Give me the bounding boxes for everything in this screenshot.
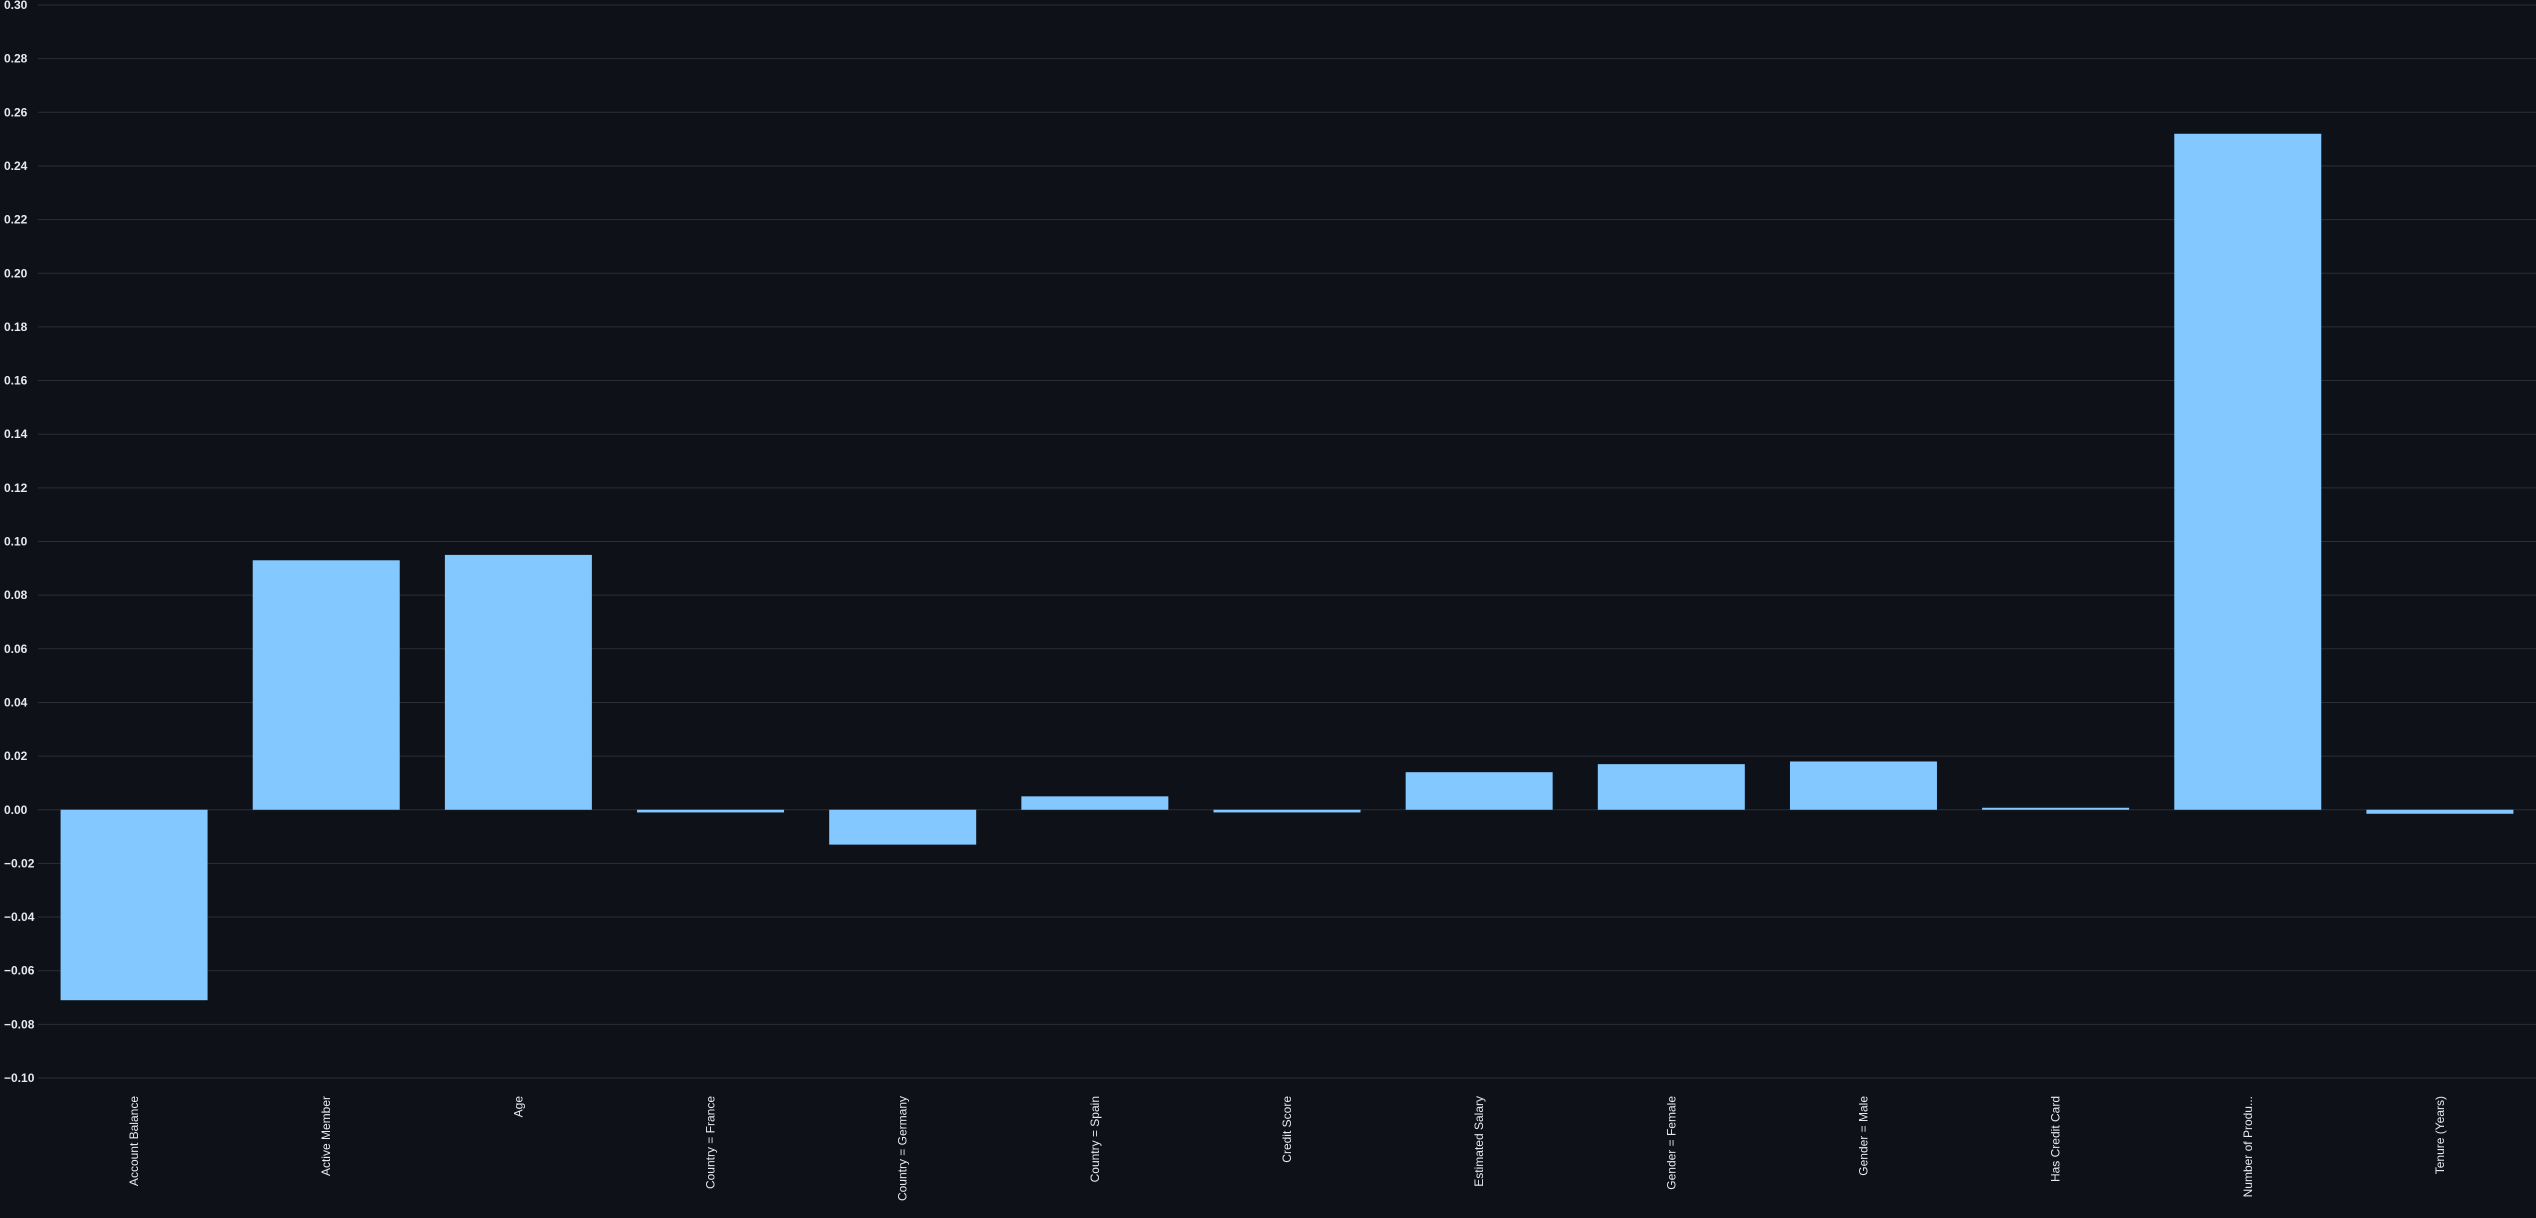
x-tick-label: Has Credit Card [2049,1096,2063,1182]
x-tick-label: Gender = Female [1664,1096,1678,1190]
bar-3[interactable] [637,809,785,813]
bar-5[interactable] [1021,796,1169,810]
y-tick-label: 0.14 [4,427,28,441]
y-tick-label: −0.10 [4,1071,35,1085]
y-tick-label: 0.16 [4,374,28,388]
y-tick-label: 0.12 [4,481,28,495]
x-tick-label: Country = Spain [1088,1096,1102,1182]
y-tick-label: 0.22 [4,213,28,227]
y-tick-label: 0.24 [4,159,28,173]
y-tick-label: 0.20 [4,266,28,280]
x-tick-label: Age [511,1096,525,1118]
x-tick-label: Estimated Salary [1472,1096,1486,1187]
bar-11[interactable] [2174,133,2322,810]
bar-9[interactable] [1789,761,1937,810]
bar-8[interactable] [1597,764,1745,810]
x-tick-label: Country = Germany [896,1096,910,1201]
x-tick-label: Number of Produ... [2241,1096,2255,1197]
bar-6[interactable] [1213,809,1361,813]
x-tick-label: Active Member [319,1096,333,1176]
bar-10[interactable] [1982,807,2130,810]
gridlines [38,4,2536,1079]
y-tick-label: 0.30 [4,0,28,12]
x-tick-label: Gender = Male [1856,1096,1870,1176]
x-tick-label: Country = France [704,1096,718,1189]
y-tick-label: 0.28 [4,52,28,66]
y-tick-label: 0.00 [4,803,28,817]
x-axis-labels: Account Balance Active Member Age Country =… [127,1096,2447,1201]
bars [60,133,2514,1001]
y-tick-label: −0.02 [4,856,35,870]
x-tick-label: Account Balance [127,1096,141,1186]
y-tick-label: 0.04 [4,695,28,709]
bar-1[interactable] [252,560,400,810]
y-tick-label: 0.10 [4,535,28,549]
y-tick-label: −0.08 [4,1017,35,1031]
bar-12[interactable] [2366,809,2514,814]
y-tick-label: −0.06 [4,964,35,978]
x-tick-label: Credit Score [1280,1096,1294,1163]
bar-0[interactable] [60,809,208,1001]
y-tick-label: 0.06 [4,642,28,656]
y-tick-label: −0.04 [4,910,35,924]
bar-7[interactable] [1405,772,1553,810]
y-tick-label: 0.08 [4,588,28,602]
y-tick-label: 0.26 [4,105,28,119]
bar-4[interactable] [829,809,977,845]
y-tick-label: 0.18 [4,320,28,334]
y-tick-label: 0.02 [4,749,28,763]
bar-2[interactable] [444,554,592,810]
y-axis-ticks: −0.10 −0.08 −0.06 −0.04 −0.02 0.00 0.02 0.04 0.0… [4,0,35,1085]
x-tick-label: Tenure (Years) [2433,1096,2447,1174]
